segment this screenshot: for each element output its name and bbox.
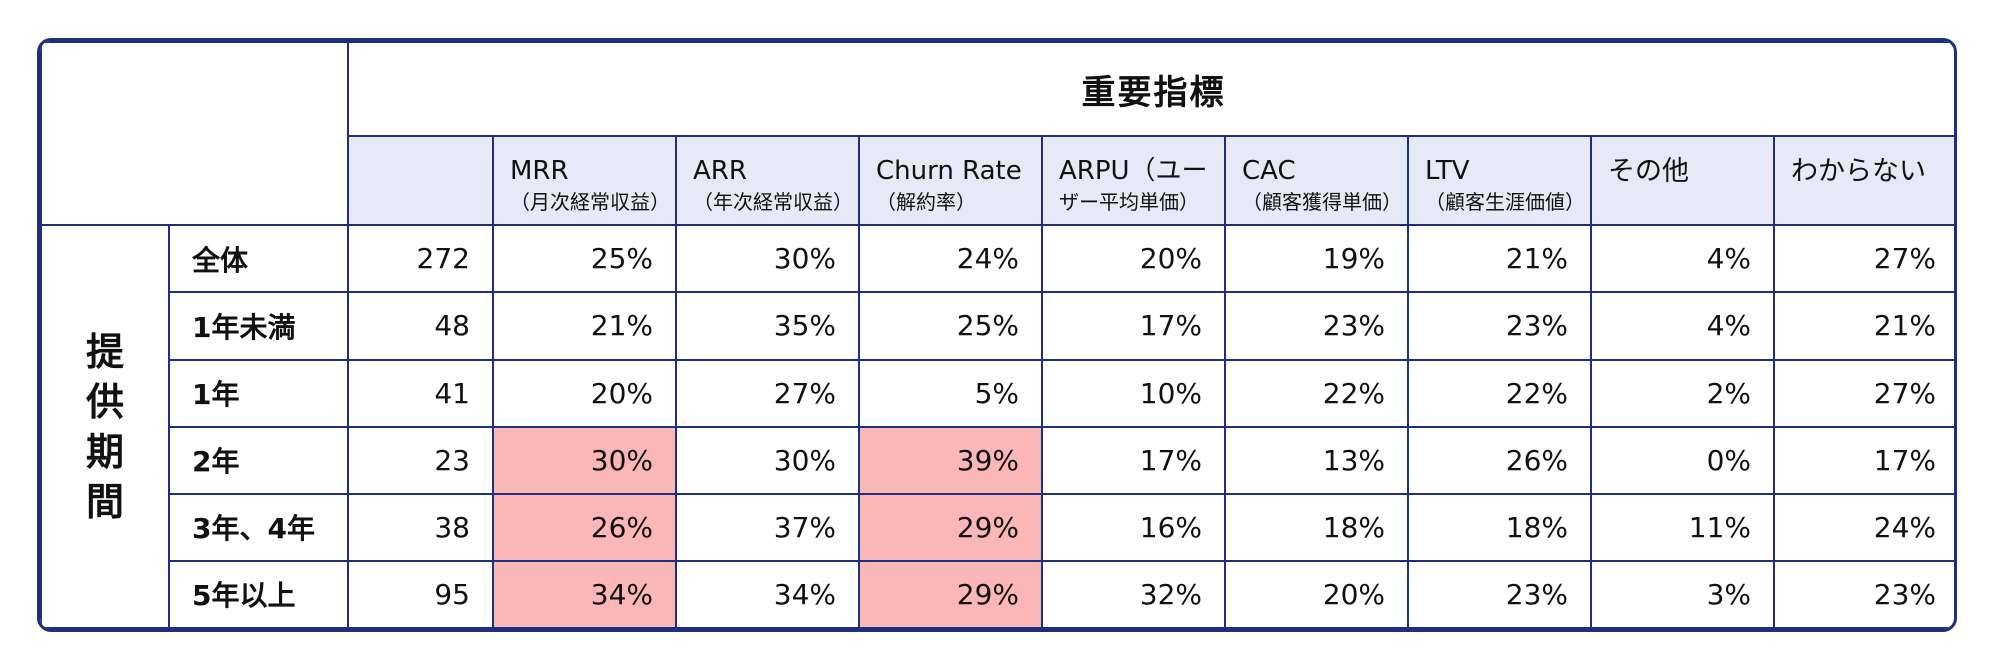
corner-cell <box>40 41 349 227</box>
highlighted-value-cell: 34% <box>492 559 677 629</box>
value-cell: 2% <box>1590 358 1775 428</box>
column-header-sublabel: （顧客生涯価値） <box>1425 189 1585 214</box>
column-header-label: わからない <box>1791 156 1926 188</box>
value-cell: 30% <box>675 224 860 294</box>
value-cell: 35% <box>675 291 860 361</box>
side-label-char: 期 <box>85 429 124 474</box>
value-cell: 10% <box>1041 358 1226 428</box>
value-cell: 22% <box>1224 358 1409 428</box>
row-label: 1年未満 <box>168 291 349 361</box>
column-header-sublabel: （顧客獲得単価） <box>1242 189 1402 214</box>
value-cell: 22% <box>1407 358 1592 428</box>
column-header: LTV （顧客生涯価値） <box>1407 135 1592 227</box>
row-count: 95 <box>347 559 494 629</box>
column-header: ARR （年次経常収益） <box>675 135 860 227</box>
highlighted-value-cell: 29% <box>858 492 1043 562</box>
table-title: 重要指標 <box>346 41 1954 138</box>
value-cell: 21% <box>492 291 677 361</box>
highlighted-value-cell: 30% <box>492 425 677 495</box>
value-cell: 17% <box>1772 425 1954 495</box>
value-cell: 25% <box>492 224 677 294</box>
highlighted-value-cell: 39% <box>858 425 1043 495</box>
value-cell: 23% <box>1224 291 1409 361</box>
side-label: 提供期間 <box>40 224 170 629</box>
column-header: その他 <box>1590 135 1775 227</box>
value-cell: 27% <box>1772 224 1954 294</box>
column-header: ARPU（ユーザー平均単価） <box>1041 135 1226 227</box>
row-count: 48 <box>347 291 494 361</box>
side-label-char: 間 <box>85 479 124 524</box>
value-cell: 26% <box>1407 425 1592 495</box>
value-cell: 20% <box>492 358 677 428</box>
side-label-char: 供 <box>85 379 124 424</box>
value-cell: 5% <box>858 358 1043 428</box>
column-header: Churn Rate （解約率） <box>858 135 1043 227</box>
column-header-sublabel: （年次経常収益） <box>693 189 853 214</box>
column-header-label: ARPU（ユー <box>1059 155 1208 186</box>
value-cell: 0% <box>1590 425 1775 495</box>
row-count: 23 <box>347 425 494 495</box>
value-cell: 24% <box>1772 492 1954 562</box>
column-header-sublabel: （解約率） <box>876 189 976 214</box>
metrics-table: 重要指標 MRR （月次経常収益） ARR （年次経常収益） Churn Rate （解約… <box>40 41 1954 629</box>
column-header-label: MRR <box>510 155 569 186</box>
row-label: 5年以上 <box>168 559 349 629</box>
highlighted-value-cell: 29% <box>858 559 1043 629</box>
value-cell: 17% <box>1041 425 1226 495</box>
row-label: 2年 <box>168 425 349 495</box>
column-header-label: Churn Rate <box>876 155 1022 186</box>
row-label: 3年、4年 <box>168 492 349 562</box>
row-count: 272 <box>347 224 494 294</box>
value-cell: 18% <box>1224 492 1409 562</box>
value-cell: 13% <box>1224 425 1409 495</box>
table-row: 3年、4年 38 26% 37% 29% 16% 18% 18% 11% 24% <box>41 492 1954 562</box>
column-header-label: LTV <box>1425 155 1470 186</box>
value-cell: 24% <box>858 224 1043 294</box>
metrics-table-frame: 重要指標 MRR （月次経常収益） ARR （年次経常収益） Churn Rate （解約… <box>37 38 1957 632</box>
table-row: 1年未満 48 21% 35% 25% 17% 23% 23% 4% 21% <box>41 291 1954 361</box>
row-count: 41 <box>347 358 494 428</box>
table-row: 提供期間全体 272 25% 30% 24% 20% 19% 21% 4% 27% <box>40 224 1954 629</box>
value-cell: 16% <box>1041 492 1226 562</box>
table-row: 1年 41 20% 27% 5% 10% 22% 22% 2% 27% <box>41 358 1954 428</box>
value-cell: 19% <box>1224 224 1409 294</box>
value-cell: 17% <box>1041 291 1226 361</box>
highlighted-value-cell: 26% <box>492 492 677 562</box>
value-cell: 37% <box>675 492 860 562</box>
row-count: 38 <box>347 492 494 562</box>
header-n-cell <box>347 135 494 227</box>
value-cell: 30% <box>675 425 860 495</box>
value-cell: 21% <box>1407 224 1592 294</box>
column-header: MRR （月次経常収益） <box>492 135 677 227</box>
table-row: 2年 23 30% 30% 39% 17% 13% 26% 0% 17% <box>41 425 1954 495</box>
column-header-label: その他 <box>1608 156 1689 188</box>
value-cell: 23% <box>1772 559 1954 629</box>
value-cell: 27% <box>675 358 860 428</box>
value-cell: 25% <box>858 291 1043 361</box>
column-header: わからない <box>1772 135 1954 227</box>
value-cell: 4% <box>1590 291 1775 361</box>
value-cell: 23% <box>1407 291 1592 361</box>
value-cell: 11% <box>1590 492 1775 562</box>
value-cell: 20% <box>1224 559 1409 629</box>
column-header-sublabel: （月次経常収益） <box>510 189 670 214</box>
column-header: CAC （顧客獲得単価） <box>1224 135 1409 227</box>
value-cell: 18% <box>1407 492 1592 562</box>
column-header-sublabel: ザー平均単価） <box>1059 189 1199 214</box>
value-cell: 23% <box>1407 559 1592 629</box>
row-label: 全体 <box>168 224 349 294</box>
value-cell: 32% <box>1041 559 1226 629</box>
value-cell: 20% <box>1041 224 1226 294</box>
row-label: 1年 <box>168 358 349 428</box>
value-cell: 3% <box>1590 559 1775 629</box>
value-cell: 21% <box>1772 291 1954 361</box>
column-header-label: ARR <box>693 155 747 186</box>
side-label-char: 提 <box>85 329 124 374</box>
value-cell: 34% <box>675 559 860 629</box>
column-header-label: CAC <box>1242 155 1296 186</box>
table-row: 5年以上 95 34% 34% 29% 32% 20% 23% 3% 23% <box>41 559 1954 629</box>
value-cell: 27% <box>1772 358 1954 428</box>
value-cell: 4% <box>1590 224 1775 294</box>
